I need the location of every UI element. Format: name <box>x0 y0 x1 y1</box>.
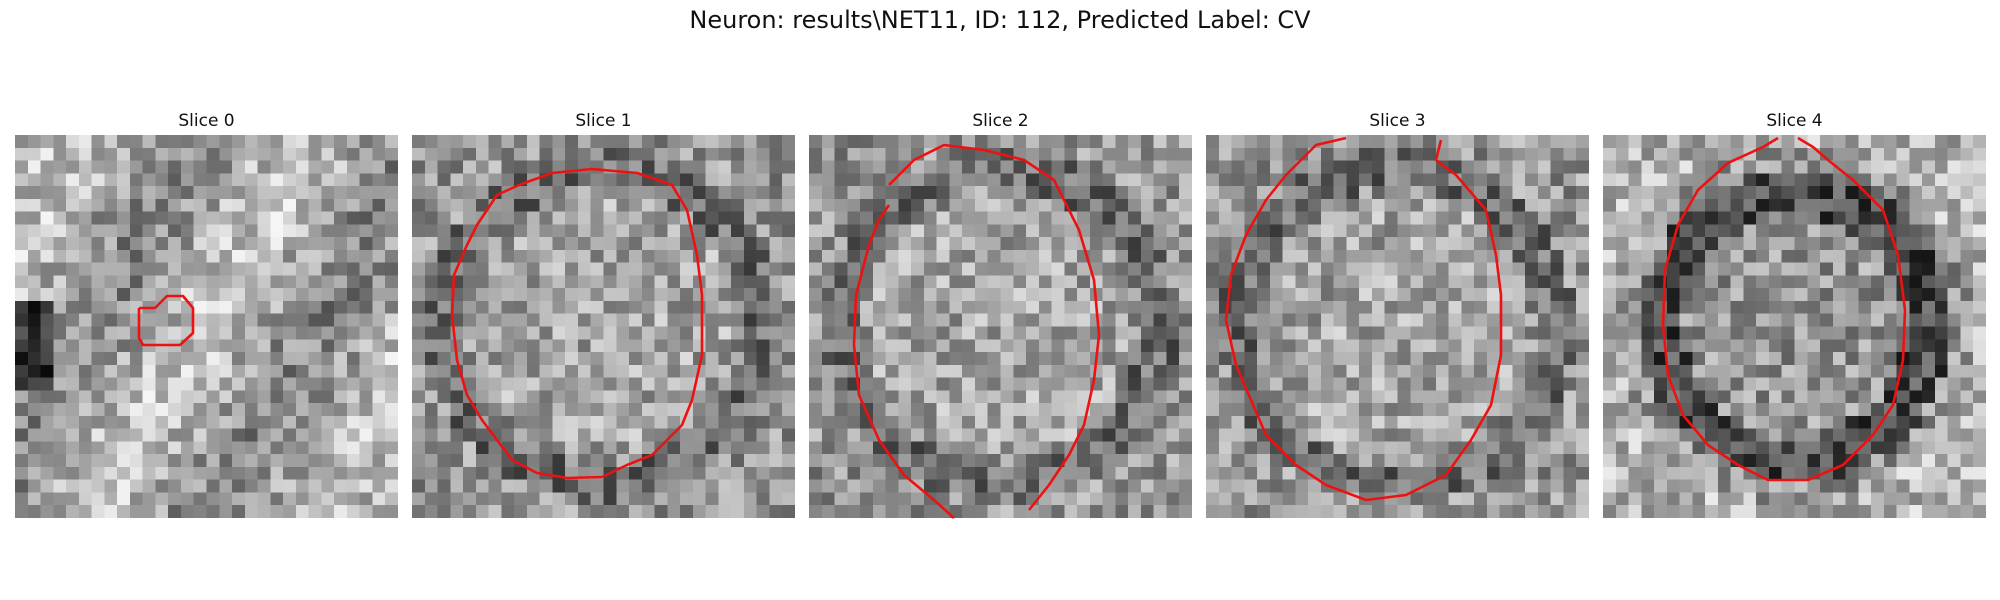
slice-panel-3: Slice 3 <box>1206 108 1589 518</box>
slice-image <box>1603 135 1986 518</box>
slice-title: Slice 1 <box>575 111 632 131</box>
roi-contour <box>137 294 195 347</box>
roi-contour <box>852 143 1101 519</box>
roi-contour <box>1661 136 1907 482</box>
slice-panel-2: Slice 2 <box>809 108 1192 519</box>
roi-contour <box>1224 136 1503 502</box>
slice-image <box>809 135 1192 518</box>
slice-image <box>15 135 398 518</box>
slice-image <box>1206 135 1589 518</box>
slice-title: Slice 3 <box>1369 111 1426 131</box>
slice-title: Slice 0 <box>178 111 235 131</box>
slice-title: Slice 2 <box>972 111 1029 131</box>
slice-image <box>412 135 795 518</box>
slice-title: Slice 4 <box>1766 111 1823 131</box>
slice-panel-1: Slice 1 <box>412 108 795 518</box>
slice-panel-0: Slice 0 <box>15 108 398 518</box>
figure-title: Neuron: results\NET11, ID: 112, Predicte… <box>689 6 1311 34</box>
slice-panel-4: Slice 4 <box>1603 108 1986 518</box>
roi-contour <box>450 167 704 480</box>
